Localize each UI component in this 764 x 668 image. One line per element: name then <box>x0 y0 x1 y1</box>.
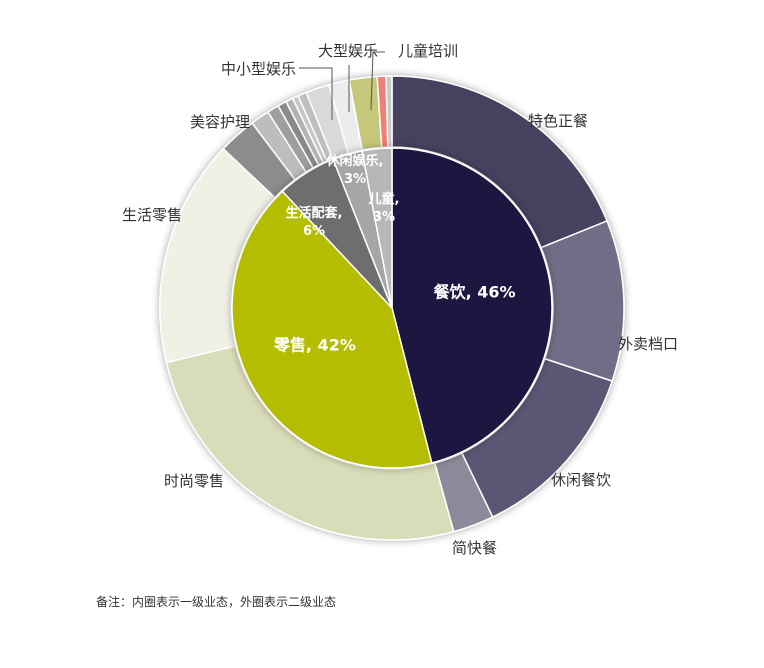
outer-label-休闲餐饮: 休闲餐饮 <box>551 471 611 489</box>
outer-ring <box>159 75 625 541</box>
outer-label-时尚零售: 时尚零售 <box>164 472 224 490</box>
inner-label-生活配套: 生活配套, 6% <box>286 205 343 239</box>
inner-slice-儿童 <box>361 147 393 309</box>
outer-slice-时尚零售 <box>165 344 455 541</box>
outer-label-中小型娱乐: 中小型娱乐 <box>221 60 296 78</box>
inner-ring <box>231 147 553 469</box>
outer-slice-segment-17 <box>385 75 393 148</box>
chart-note: 备注：内圈表示一级业态，外圈表示二级业态 <box>96 595 337 609</box>
inner-label-休闲娱乐: 休闲娱乐, 3% <box>326 153 384 187</box>
leader-line-中小型娱乐 <box>299 67 333 120</box>
inner-label-零售: 零售, 42% <box>273 335 356 354</box>
leader-line-儿童培训 <box>370 51 385 111</box>
inner-labels: 餐饮, 46% 零售, 42% 生活配套, 6% 休闲娱乐, 3% 儿童, 3% <box>273 153 516 354</box>
outer-label-生活零售: 生活零售 <box>122 206 182 224</box>
outer-slice-外卖档口 <box>540 219 625 383</box>
inner-label-儿童: 儿童, 3% <box>368 191 400 225</box>
outer-label-儿童培训: 儿童培训 <box>398 42 458 60</box>
inner-slice-餐饮 <box>391 147 553 464</box>
outer-label-大型娱乐: 大型娱乐 <box>318 42 378 60</box>
inner-label-餐饮: 餐饮, 46% <box>433 283 516 302</box>
outer-label-美容护理: 美容护理 <box>190 113 250 131</box>
outer-label-特色正餐: 特色正餐 <box>528 112 588 130</box>
leader-lines <box>299 51 385 120</box>
outer-label-外卖档口: 外卖档口 <box>618 335 678 353</box>
inner-slice-零售 <box>231 190 433 469</box>
outer-label-简快餐: 简快餐 <box>452 539 497 557</box>
